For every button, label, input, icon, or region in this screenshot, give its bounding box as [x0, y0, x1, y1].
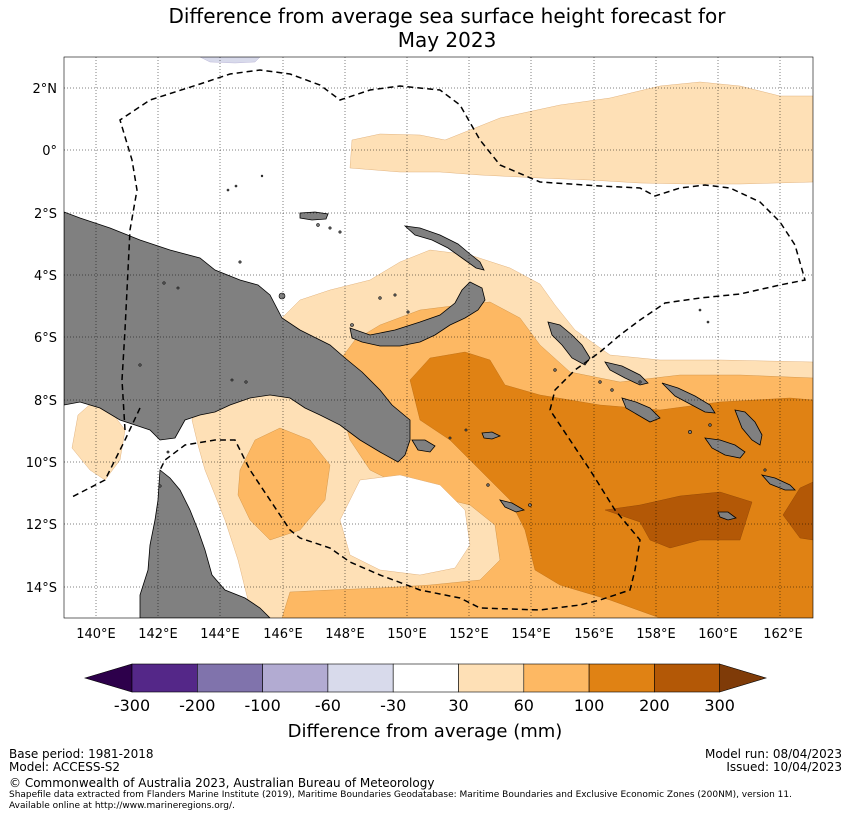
colorbar-tick-label: 30 — [448, 696, 468, 715]
lat-label: 0° — [42, 144, 57, 159]
issued-date: Issued: 10/04/2023 — [726, 760, 842, 774]
land-new-georgia — [621, 397, 661, 423]
anomaly-contour-white-hole — [339, 474, 471, 576]
land-rennell — [717, 511, 737, 521]
anomaly-contour-neg30 — [199, 57, 261, 64]
lon-label: 152°E — [449, 627, 489, 642]
anomaly-contour-100 — [409, 351, 813, 618]
model-name: Model: ACCESS-S2 — [9, 760, 121, 774]
source-credit: Shapefile data extracted from Flanders M… — [9, 790, 792, 812]
colorbar-segment — [197, 663, 263, 693]
lon-label: 156°E — [574, 627, 614, 642]
lon-label: 150°E — [387, 627, 427, 642]
page-title: Difference from average sea surface heig… — [0, 4, 850, 52]
title-line-1: Difference from average sea surface heig… — [168, 4, 726, 28]
land-new-guinea — [64, 211, 411, 463]
colorbar-segment — [588, 663, 655, 693]
colorbar-tick-label: 200 — [639, 696, 670, 715]
lat-label: 2°N — [33, 82, 58, 97]
colorbar-tick-label: -60 — [315, 696, 341, 715]
colorbar-segment — [262, 663, 329, 693]
lon-label: 154°E — [511, 627, 551, 642]
land-new-britain — [349, 281, 486, 347]
footer-meta-right: Model run: 08/04/2023 Issued: 10/04/2023 — [705, 748, 842, 774]
latitude-labels: 2°N 0° 2°S 4°S 6°S 8°S 10°S 12°S 14°S — [26, 82, 57, 596]
colorbar-segment — [523, 663, 590, 693]
colorbar-extend-min — [83, 663, 133, 693]
land-louisiade — [499, 499, 526, 513]
colorbar-segment — [392, 663, 459, 693]
land-manus — [299, 211, 329, 221]
colorbar: -300 -200 -100 -60 -30 30 60 100 200 300… — [83, 663, 768, 742]
footer-meta-left: Base period: 1981-2018 Model: ACCESS-S2 — [9, 748, 154, 774]
gridlines — [64, 57, 813, 618]
colorbar-segment — [654, 663, 721, 693]
title-line-2: May 2023 — [397, 28, 497, 52]
colorbar-tick-label: 100 — [574, 696, 605, 715]
colorbar-segment — [458, 663, 525, 693]
lat-label: 8°S — [34, 394, 57, 409]
longitude-labels: 140°E 142°E 144°E 146°E 148°E 150°E 152°… — [76, 627, 803, 642]
anomaly-contour-60-gulf — [237, 427, 331, 541]
lon-label: 160°E — [698, 627, 738, 642]
lon-label: 140°E — [76, 627, 116, 642]
source-line-2: Available online at http://www.marinereg… — [9, 801, 235, 811]
land-new-ireland — [403, 225, 485, 271]
map-area — [64, 57, 813, 618]
colorbar-tick-label: 60 — [514, 696, 534, 715]
lon-label: 158°E — [636, 627, 676, 642]
land-dentrecasteaux — [411, 439, 436, 453]
land-makira — [760, 474, 796, 491]
source-line-1: Shapefile data extracted from Flanders M… — [9, 790, 792, 800]
colorbar-tick-label: 300 — [704, 696, 735, 715]
lon-label: 162°E — [763, 627, 803, 642]
lat-label: 10°S — [26, 456, 57, 471]
lat-label: 2°S — [34, 207, 57, 222]
lat-label: 14°S — [26, 581, 57, 596]
colorbar-extend-max — [719, 663, 768, 693]
colorbar-tick-label: -100 — [244, 696, 280, 715]
small-islands — [138, 174, 767, 507]
lat-label: 6°S — [34, 331, 57, 346]
colorbar-tick-label: -30 — [380, 696, 406, 715]
lon-label: 144°E — [200, 627, 240, 642]
lat-label: 12°S — [26, 518, 57, 533]
colorbar-segment — [327, 663, 394, 693]
colorbar-title: Difference from average (mm) — [288, 721, 563, 742]
land-choiseul — [604, 361, 649, 386]
colorbar-tick-label: -300 — [114, 696, 150, 715]
land-santa-isabel — [661, 382, 716, 414]
colorbar-tick-label: -200 — [179, 696, 215, 715]
map-frame — [63, 56, 814, 619]
model-run: Model run: 08/04/2023 — [704, 747, 842, 761]
land-guadalcanal — [704, 437, 746, 459]
lat-label: 4°S — [34, 269, 57, 284]
colorbar-segment — [131, 663, 198, 693]
land-malaita — [734, 409, 763, 446]
lon-label: 146°E — [263, 627, 303, 642]
base-period: Base period: 1981-2018 — [9, 747, 154, 761]
anomaly-contour-200-east — [782, 481, 813, 541]
land-australia — [139, 469, 271, 618]
anomaly-contour-200 — [604, 491, 753, 549]
lon-label: 142°E — [138, 627, 178, 642]
land-woodlark — [481, 431, 501, 440]
lon-label: 148°E — [325, 627, 365, 642]
copyright: © Commonwealth of Australia 2023, Austra… — [9, 776, 435, 790]
